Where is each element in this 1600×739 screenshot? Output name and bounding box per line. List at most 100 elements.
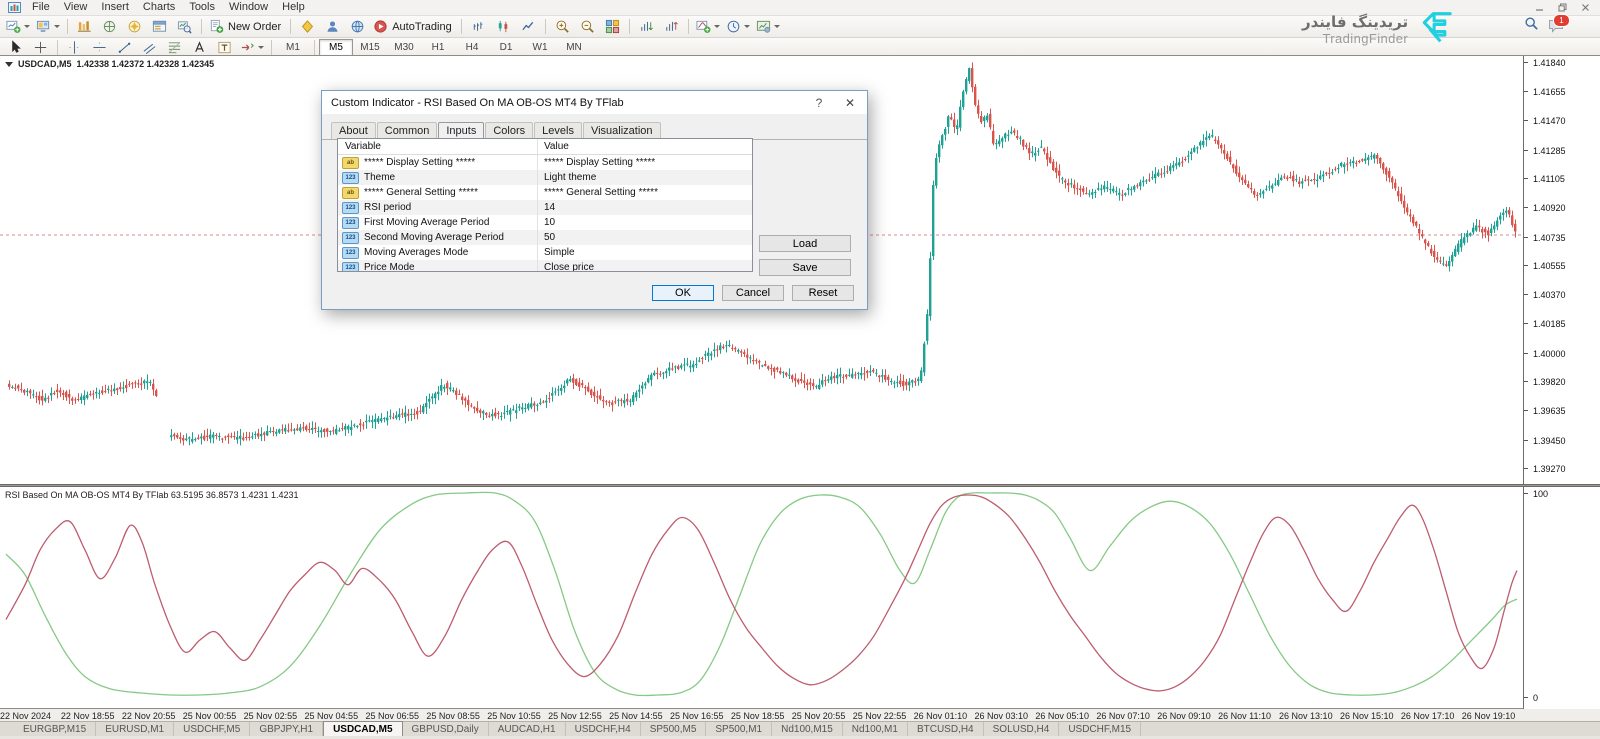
zoom-in-button[interactable] bbox=[550, 17, 575, 37]
dialog-close-button[interactable]: ✕ bbox=[833, 96, 867, 110]
minimize-button[interactable] bbox=[1535, 3, 1544, 12]
param-variable-cell: 123RSI period bbox=[338, 200, 538, 215]
market-watch-button[interactable] bbox=[72, 17, 97, 37]
chart-tab-usdchf-h4[interactable]: USDCHF,H4 bbox=[566, 722, 641, 736]
mt4-window: FileViewInsertChartsToolsWindowHelp New … bbox=[0, 0, 1600, 739]
profiles-button[interactable] bbox=[33, 17, 63, 37]
dialog-title: Custom Indicator - RSI Based On MA OB-OS… bbox=[331, 97, 805, 109]
close-window-button[interactable] bbox=[1581, 3, 1590, 12]
param-row[interactable]: 123Moving Averages ModeSimple bbox=[338, 245, 752, 260]
timeframe-mn-button[interactable]: MN bbox=[557, 39, 591, 56]
timeframe-m15-button[interactable]: M15 bbox=[353, 39, 387, 56]
new-chart-button[interactable] bbox=[3, 17, 33, 37]
search-icon[interactable] bbox=[1524, 16, 1539, 36]
param-variable-name: Price Mode bbox=[364, 262, 415, 272]
data-window-button[interactable] bbox=[97, 17, 122, 37]
menu-item-insert[interactable]: Insert bbox=[94, 0, 136, 15]
indicators-button[interactable] bbox=[693, 17, 723, 37]
chart-tab-eurgbp-m15[interactable]: EURGBP,M15 bbox=[14, 722, 96, 736]
param-row[interactable]: 123First Moving Average Period10 bbox=[338, 215, 752, 230]
autotrading-button[interactable]: AutoTrading bbox=[370, 17, 457, 37]
channel-icon bbox=[142, 40, 157, 55]
param-row[interactable]: 123Price ModeClose price bbox=[338, 260, 752, 272]
timeframe-m1-button[interactable]: M1 bbox=[276, 39, 310, 56]
param-value-cell[interactable]: ***** General Setting ***** bbox=[538, 187, 752, 198]
collapse-arrow-icon[interactable] bbox=[5, 62, 13, 67]
param-value-cell[interactable]: ***** Display Setting ***** bbox=[538, 157, 752, 168]
chart-tab-audcad-h1[interactable]: AUDCAD,H1 bbox=[489, 722, 566, 736]
app-icon[interactable] bbox=[8, 2, 21, 13]
param-value-cell[interactable]: 10 bbox=[538, 217, 752, 228]
chart-tab-usdchf-m5[interactable]: USDCHF,M5 bbox=[174, 722, 250, 736]
param-row[interactable]: 123ThemeLight theme bbox=[338, 170, 752, 185]
chart-tab-eurusd-m1[interactable]: EURUSD,M1 bbox=[96, 722, 174, 736]
param-value-cell[interactable]: Close price bbox=[538, 262, 752, 272]
strategy-tester-button[interactable] bbox=[172, 17, 197, 37]
menu-item-help[interactable]: Help bbox=[275, 0, 312, 15]
param-value-cell[interactable]: Light theme bbox=[538, 172, 752, 183]
dialog-tab-colors[interactable]: Colors bbox=[485, 122, 533, 139]
chart-tab-nd100-m15[interactable]: Nd100,M15 bbox=[772, 722, 843, 736]
templates-button[interactable] bbox=[753, 17, 783, 37]
tile-windows-button[interactable] bbox=[600, 17, 625, 37]
zoom-out-button[interactable] bbox=[575, 17, 600, 37]
metaeditor-icon bbox=[300, 19, 315, 34]
timeframe-w1-button[interactable]: W1 bbox=[523, 39, 557, 56]
menu-item-view[interactable]: View bbox=[57, 0, 95, 15]
community-button[interactable] bbox=[345, 17, 370, 37]
param-value-cell[interactable]: 50 bbox=[538, 232, 752, 243]
chart-shift-button[interactable] bbox=[659, 17, 684, 37]
chart-tab-sp500-m1[interactable]: SP500,M1 bbox=[706, 722, 772, 736]
chart-tab-btcusd-h4[interactable]: BTCUSD,H4 bbox=[908, 722, 984, 736]
param-row[interactable]: 123RSI period14 bbox=[338, 200, 752, 215]
restore-button[interactable] bbox=[1558, 3, 1567, 12]
param-row[interactable]: 123Second Moving Average Period50 bbox=[338, 230, 752, 245]
menu-item-charts[interactable]: Charts bbox=[136, 0, 182, 15]
menu-item-file[interactable]: File bbox=[25, 0, 57, 15]
chart-tab-gbpjpy-h1[interactable]: GBPJPY,H1 bbox=[250, 722, 323, 736]
ok-button[interactable]: OK bbox=[652, 285, 714, 301]
price-axis-label: 1.41105 bbox=[1533, 174, 1565, 184]
candle-chart-button[interactable] bbox=[491, 17, 516, 37]
bar-chart-button[interactable] bbox=[466, 17, 491, 37]
menu-item-tools[interactable]: Tools bbox=[182, 0, 222, 15]
chart-tab-sp500-m5[interactable]: SP500,M5 bbox=[641, 722, 707, 736]
save-button[interactable]: Save bbox=[759, 259, 851, 276]
menu-item-window[interactable]: Window bbox=[222, 0, 275, 15]
timeframe-d1-button[interactable]: D1 bbox=[489, 39, 523, 56]
param-row[interactable]: ab***** General Setting ********** Gener… bbox=[338, 185, 752, 200]
dialog-tab-visualization[interactable]: Visualization bbox=[583, 122, 661, 139]
periods-button[interactable] bbox=[723, 17, 753, 37]
chart-tab-nd100-m1[interactable]: Nd100,M1 bbox=[843, 722, 908, 736]
timeframe-h4-button[interactable]: H4 bbox=[455, 39, 489, 56]
new-order-icon bbox=[209, 19, 224, 34]
dialog-tab-common[interactable]: Common bbox=[377, 122, 438, 139]
line-chart-button[interactable] bbox=[516, 17, 541, 37]
timeframe-m5-button[interactable]: M5 bbox=[319, 39, 353, 56]
dialog-help-button[interactable]: ? bbox=[805, 96, 833, 110]
timeframe-m30-button[interactable]: M30 bbox=[387, 39, 421, 56]
chart-tab-gbpusd-daily[interactable]: GBPUSD,Daily bbox=[403, 722, 489, 736]
metaeditor-button[interactable] bbox=[295, 17, 320, 37]
cancel-button[interactable]: Cancel bbox=[722, 285, 784, 301]
navigator-button[interactable] bbox=[122, 17, 147, 37]
terminal-button[interactable] bbox=[147, 17, 172, 37]
experts-button[interactable] bbox=[320, 17, 345, 37]
price-axis-label: 1.40735 bbox=[1533, 233, 1566, 243]
chat-icon[interactable]: 1 bbox=[1548, 19, 1564, 33]
param-value-cell[interactable]: 14 bbox=[538, 202, 752, 213]
dialog-tab-about[interactable]: About bbox=[331, 122, 376, 139]
param-variable-name: Theme bbox=[364, 172, 395, 183]
param-row[interactable]: ab***** Display Setting ********** Displ… bbox=[338, 155, 752, 170]
rsi-indicator-panel[interactable]: RSI Based On MA OB-OS MT4 By TFlab 63.51… bbox=[0, 487, 1523, 709]
new-order-button[interactable]: New Order bbox=[206, 17, 286, 37]
auto-scroll-button[interactable] bbox=[634, 17, 659, 37]
timeframe-h1-button[interactable]: H1 bbox=[421, 39, 455, 56]
load-button[interactable]: Load bbox=[759, 235, 851, 252]
chart-tab-usdchf-m15[interactable]: USDCHF,M15 bbox=[1059, 722, 1141, 736]
param-value-cell[interactable]: Simple bbox=[538, 247, 752, 258]
chart-tab-usdcad-m5[interactable]: USDCAD,M5 bbox=[323, 721, 402, 736]
reset-button[interactable]: Reset bbox=[792, 285, 854, 301]
dialog-tab-levels[interactable]: Levels bbox=[534, 122, 582, 139]
chart-tab-solusd-h4[interactable]: SOLUSD,H4 bbox=[984, 722, 1060, 736]
